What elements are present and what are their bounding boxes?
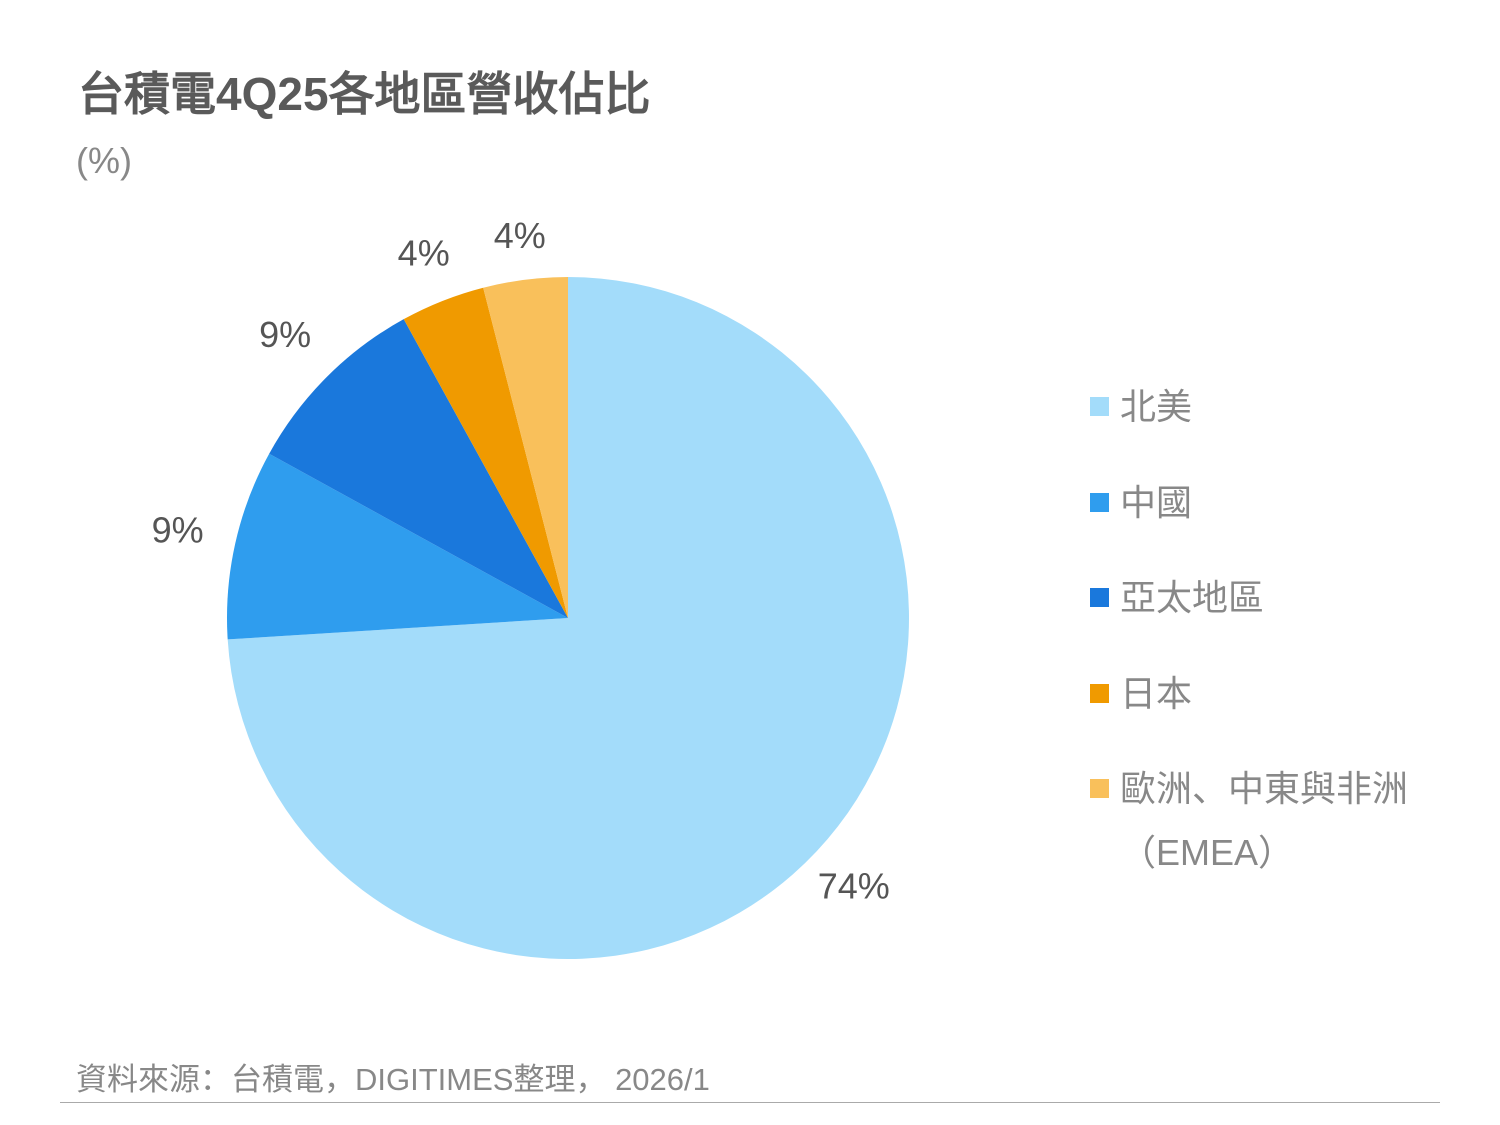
- legend-swatch: [1090, 779, 1109, 798]
- chart-title: 台積電4Q25各地區營收佔比: [78, 68, 651, 120]
- legend-swatch: [1090, 397, 1109, 416]
- pie-slice-3: [403, 287, 568, 618]
- legend-item-north-america: 北美: [1090, 385, 1430, 481]
- legend-swatch: [1090, 683, 1109, 703]
- legend-label: 日本: [1120, 672, 1193, 714]
- legend-item-asia-pacific: 亞太地區: [1090, 576, 1430, 672]
- pie-slice-1: [227, 453, 568, 640]
- legend-item-emea: 歐洲、中東與非洲 （EMEA）: [1090, 767, 1430, 873]
- data-label-2: 9%: [259, 314, 311, 355]
- legend-label: 歐洲、中東與非洲 （EMEA）: [1120, 767, 1430, 875]
- footer-divider: [60, 1102, 1440, 1103]
- data-label-1: 9%: [152, 510, 204, 551]
- legend-label: 北美: [1120, 386, 1193, 427]
- pie-slice-4: [483, 277, 568, 618]
- legend-label: 亞太地區: [1120, 577, 1265, 618]
- legend-label-sub: （EMEA）: [1120, 832, 1295, 873]
- pie-slice-0: [227, 277, 910, 959]
- legend-item-japan: 日本: [1090, 672, 1430, 768]
- data-label-0: 74%: [818, 865, 890, 906]
- legend-label: 中國: [1120, 481, 1193, 523]
- legend-label-main: 歐洲、中東與非洲: [1120, 768, 1409, 809]
- unit-label: (%): [76, 140, 132, 181]
- legend-swatch: [1090, 588, 1109, 607]
- legend-item-china: 中國: [1090, 481, 1430, 577]
- data-label-4: 4%: [494, 215, 546, 256]
- pie-slice-2: [269, 319, 568, 618]
- legend: 北美 中國 亞太地區 日本 歐洲、中東與非洲 （EMEA）: [1090, 385, 1430, 873]
- legend-swatch: [1090, 492, 1109, 512]
- source-note: 資料來源：台積電，DIGITIMES整理， 2026/1: [76, 1062, 710, 1097]
- data-label-3: 4%: [398, 233, 450, 274]
